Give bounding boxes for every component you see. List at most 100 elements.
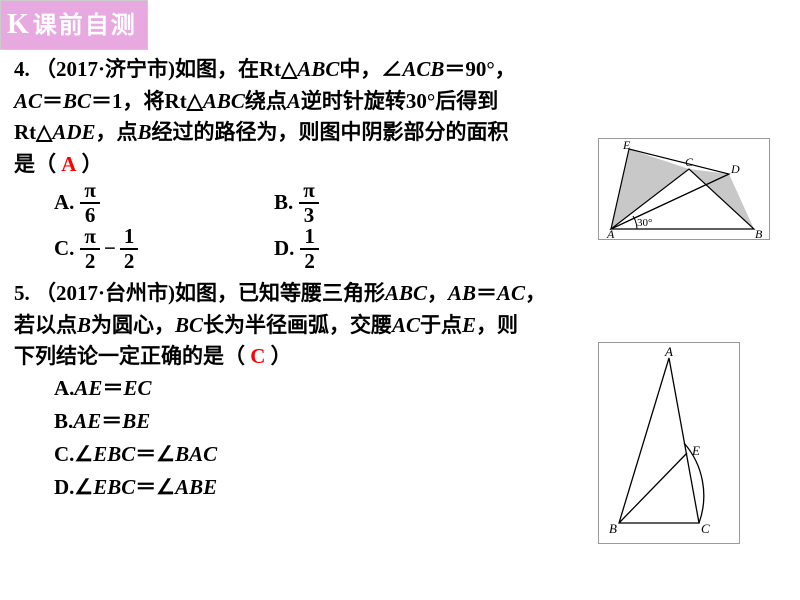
- q5-abc: ABC: [385, 281, 427, 305]
- q5-optB-eq: ＝: [101, 406, 122, 438]
- q5-optB-1: AE: [73, 406, 101, 438]
- q4-ade: ADE: [52, 120, 95, 144]
- q4-optB-num: π: [299, 180, 319, 204]
- q4-b: B: [138, 120, 152, 144]
- header-title: 课前自测: [33, 12, 137, 39]
- q5-optB-2: BE: [122, 406, 150, 438]
- q5-t3: 下列结论一定正确的是（: [14, 344, 245, 368]
- q4-eq1: ＝: [42, 89, 63, 113]
- q5-optD-pre2: ∠: [156, 472, 175, 504]
- q4-number: 4.: [14, 57, 30, 81]
- q5-c2: ，: [525, 281, 546, 305]
- q5-optC-1: EBC: [93, 439, 135, 471]
- q5-optB-l: B.: [54, 406, 73, 438]
- q5-optA-eq: ＝: [102, 373, 123, 405]
- q5-optC-eq: ＝: [135, 439, 156, 471]
- q4-figure: A B C D E 30°: [598, 138, 770, 240]
- q5-ac2: AC: [392, 313, 420, 337]
- q5-optD-pre: ∠: [74, 472, 93, 504]
- q5-b: B: [77, 313, 91, 337]
- q4-abc: ABC: [297, 57, 339, 81]
- q5-number: 5.: [14, 281, 30, 305]
- q4-optC-num2: 1: [120, 226, 139, 250]
- q4-label-e: E: [622, 139, 631, 152]
- q5-t2b: 为圆心，: [91, 313, 175, 337]
- q5-source: （2017·台州市): [35, 281, 175, 305]
- q4-optC-num1: π: [80, 226, 100, 250]
- q4-label-a: A: [606, 227, 615, 239]
- q4-optC-frac2: 1 2: [120, 226, 139, 272]
- q4-optC-frac1: π 2: [80, 226, 100, 272]
- header-k: K: [7, 9, 31, 40]
- q5-close: ）: [271, 344, 292, 368]
- q4-label-b: B: [755, 227, 763, 239]
- q5-bc: BC: [175, 313, 203, 337]
- q4-optA-den: 6: [81, 204, 100, 226]
- q5-label-e: E: [691, 443, 700, 458]
- q4-optC-label: C.: [54, 233, 74, 265]
- q4-optC-den1: 2: [81, 250, 100, 272]
- q4-optA-label: A.: [54, 187, 74, 219]
- q5-ab: AB: [448, 281, 476, 305]
- q4-bc: BC: [63, 89, 91, 113]
- q5-optA-l: A.: [54, 373, 74, 405]
- q4-option-a: A. π 6: [54, 180, 274, 226]
- q4-around: 绕点: [245, 89, 287, 113]
- q4-optC-minus: −: [104, 233, 116, 265]
- q5-optA-1: AE: [74, 373, 102, 405]
- q4-label-d: D: [730, 162, 740, 176]
- q4-optB-label: B.: [274, 187, 293, 219]
- q5-t2a: 若以点: [14, 313, 77, 337]
- q5-label-c: C: [701, 521, 710, 536]
- q5-optC-l: C.: [54, 439, 74, 471]
- q5-optC-2: BAC: [175, 439, 217, 471]
- q4-optD-frac: 1 2: [300, 226, 319, 272]
- q5-optC-pre: ∠: [74, 439, 93, 471]
- q5-answer: C: [250, 344, 265, 368]
- q5-triangle: [619, 358, 699, 523]
- q4-a: A: [287, 89, 301, 113]
- q4-t1: 如图，在Rt△: [175, 57, 297, 81]
- q4-eq90: ＝90°，: [444, 57, 515, 81]
- q4-t2: 中，∠: [339, 57, 402, 81]
- q4-ccw: 逆时针旋转30°后得到: [301, 89, 498, 113]
- q4-option-c: C. π 2 − 1 2: [54, 226, 274, 272]
- q4-c1: ，点: [96, 120, 138, 144]
- q5-t2c: 长为半径画弧，交腰: [203, 313, 392, 337]
- q4-ac: AC: [14, 89, 42, 113]
- q4-rt: Rt△: [14, 120, 52, 144]
- q4-label-angle: 30°: [637, 217, 652, 229]
- section-header: K课前自测: [0, 0, 148, 50]
- q4-is: 是（: [14, 152, 56, 176]
- q5-figure-svg: A B C E: [599, 343, 739, 543]
- q4-option-b: B. π 3: [274, 180, 319, 226]
- q4-optD-num: 1: [300, 226, 319, 250]
- q5-figure: A B C E: [598, 342, 740, 544]
- q5-optC-pre2: ∠: [156, 439, 175, 471]
- q4-close: ）: [82, 152, 103, 176]
- q5-ac: AC: [497, 281, 525, 305]
- q5-optD-2: ABE: [175, 472, 217, 504]
- q5-t2d: 于点: [420, 313, 462, 337]
- q5-optD-1: EBC: [93, 472, 135, 504]
- q5-e: E: [462, 313, 476, 337]
- q4-optA-num: π: [80, 180, 100, 204]
- q5-eq: ＝: [476, 281, 497, 305]
- q5-label-a: A: [664, 344, 673, 359]
- q4-figure-svg: A B C D E 30°: [599, 139, 769, 239]
- q5-optD-l: D.: [54, 472, 74, 504]
- q4-optD-den: 2: [300, 250, 319, 272]
- q5-t1: 如图，已知等腰三角形: [175, 281, 385, 305]
- q4-answer: A: [61, 152, 76, 176]
- q4-optA-frac: π 6: [80, 180, 100, 226]
- q4-optD-label: D.: [274, 233, 294, 265]
- q4-eq1b: ＝1，将Rt△: [91, 89, 203, 113]
- q5-t2e: ，则: [476, 313, 518, 337]
- q4-optC-den2: 2: [120, 250, 139, 272]
- q4-optB-frac: π 3: [299, 180, 319, 226]
- q4-source: （2017·济宁市): [35, 57, 175, 81]
- q4-label-c: C: [685, 155, 694, 169]
- q4-optB-den: 3: [300, 204, 319, 226]
- q5-optD-eq: ＝: [135, 472, 156, 504]
- q4-acb: ACB: [402, 57, 444, 81]
